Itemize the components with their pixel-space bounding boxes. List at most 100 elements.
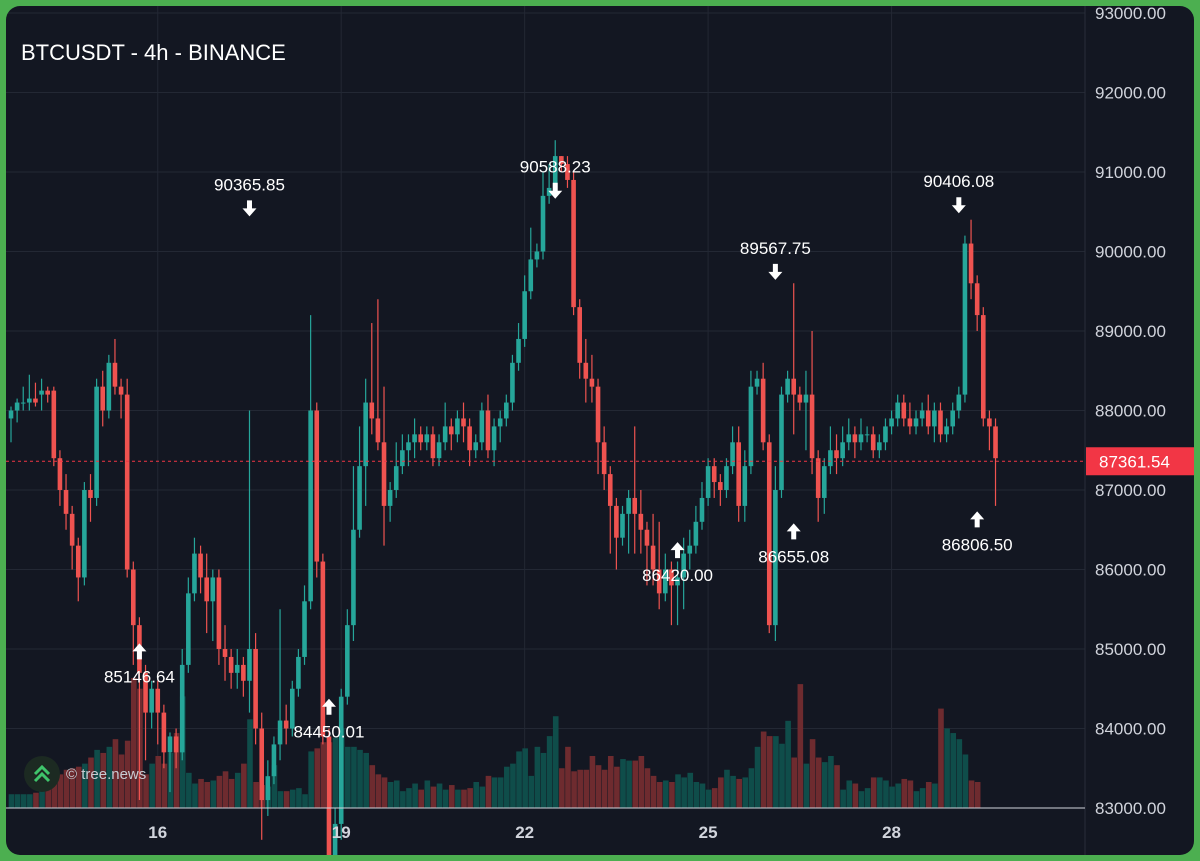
candle-body	[296, 656, 301, 689]
volume-bar	[418, 789, 425, 808]
candle-body	[681, 553, 686, 578]
volume-bar	[296, 788, 302, 808]
volume-bar	[565, 746, 571, 808]
volume-bar	[589, 756, 596, 808]
arrow-icon	[951, 197, 966, 214]
volume-bar	[632, 760, 639, 808]
volume-bar	[834, 765, 840, 808]
volume-bar	[577, 769, 583, 808]
volume-bar	[106, 746, 113, 808]
volume-bar	[693, 782, 700, 808]
annotation-label: 86806.50	[942, 535, 1013, 554]
candle-body	[88, 490, 93, 498]
candle-body	[669, 569, 674, 586]
volume-bar	[393, 780, 400, 808]
candle-body	[559, 156, 564, 165]
volume-bar	[534, 746, 541, 808]
volume-bar	[583, 769, 590, 808]
volume-bar	[461, 789, 467, 808]
volume-bar	[75, 766, 82, 808]
candle-body	[241, 664, 246, 681]
volume-bar	[491, 777, 498, 808]
candle-body	[216, 577, 222, 649]
candlestick-chart[interactable]: 85146.64 90365.85 84450.01 90588.23 86420.00…	[6, 6, 1194, 855]
volume-bar	[877, 777, 883, 808]
volume-bar	[314, 748, 321, 808]
volume-bar	[467, 788, 473, 808]
candle-body	[51, 390, 57, 459]
volume-bar	[883, 780, 889, 808]
volume-bar	[571, 771, 577, 808]
candle-body	[889, 418, 894, 427]
volume-bar	[559, 768, 565, 808]
candle-body	[748, 386, 754, 467]
candle-body	[620, 513, 625, 538]
candle-body	[528, 259, 534, 292]
candle-body	[400, 450, 405, 467]
volume-bar	[681, 777, 687, 808]
volume-bar	[846, 780, 853, 808]
volume-bar	[241, 763, 247, 808]
volume-bar	[320, 742, 327, 808]
candle-body	[760, 378, 766, 443]
candle-body	[980, 315, 986, 419]
volume-bar	[228, 778, 235, 808]
annotation-label: 90588.23	[520, 158, 591, 177]
volume-bar	[100, 752, 107, 808]
candle-body	[895, 402, 900, 419]
volume-bar	[94, 749, 100, 808]
volume-bar	[406, 788, 412, 808]
candle-body	[448, 426, 454, 435]
volume-bar	[161, 763, 168, 808]
candle-body	[601, 442, 607, 475]
volume-bar	[357, 749, 363, 808]
candle-body	[491, 426, 497, 451]
volume-bar	[730, 775, 736, 808]
candle-body	[595, 386, 601, 443]
volume-bar	[302, 794, 308, 808]
candle-body	[485, 410, 491, 451]
volume-bar	[222, 771, 229, 808]
candle-body	[479, 410, 485, 443]
candle-body	[803, 394, 809, 403]
volume-bar	[289, 789, 296, 808]
candle-body	[962, 243, 968, 395]
candle-body	[106, 362, 112, 411]
volume-bar	[369, 765, 376, 808]
current-price-label: 87361.54	[1099, 452, 1170, 471]
volume-bar	[8, 794, 15, 808]
candle-body	[711, 466, 717, 483]
price-annotation: 84450.01	[294, 698, 364, 742]
candle-body	[815, 458, 821, 498]
price-tick-label: 89000.00	[1095, 322, 1166, 341]
volume-bar	[430, 786, 437, 808]
volume-bar	[711, 788, 718, 808]
candle-body	[277, 720, 283, 745]
candle-body	[504, 402, 509, 419]
volume-bar	[852, 783, 859, 808]
candle-body	[987, 418, 992, 427]
candle-body	[828, 450, 833, 467]
volume-bar	[20, 794, 27, 808]
volume-bar	[479, 786, 486, 808]
candle-body	[369, 402, 375, 419]
volume-bar	[675, 774, 681, 808]
volume-bar	[932, 783, 938, 808]
candle-body	[289, 688, 295, 729]
volume-bar	[375, 774, 382, 808]
candle-body	[198, 553, 203, 578]
candle-body	[742, 466, 748, 506]
candle-body	[785, 378, 790, 395]
candle-body	[552, 156, 558, 188]
candle-body	[94, 386, 99, 498]
price-annotation: 86655.08	[758, 523, 829, 566]
candle-body	[326, 736, 332, 855]
arrow-icon	[970, 511, 985, 528]
time-tick-label: 19	[332, 823, 351, 842]
candle-body	[705, 466, 711, 498]
candle-body	[852, 434, 858, 443]
candle-body	[63, 490, 69, 514]
candle-body	[510, 362, 515, 403]
annotation-label: 90365.85	[214, 175, 285, 194]
volume-bar	[39, 791, 45, 808]
